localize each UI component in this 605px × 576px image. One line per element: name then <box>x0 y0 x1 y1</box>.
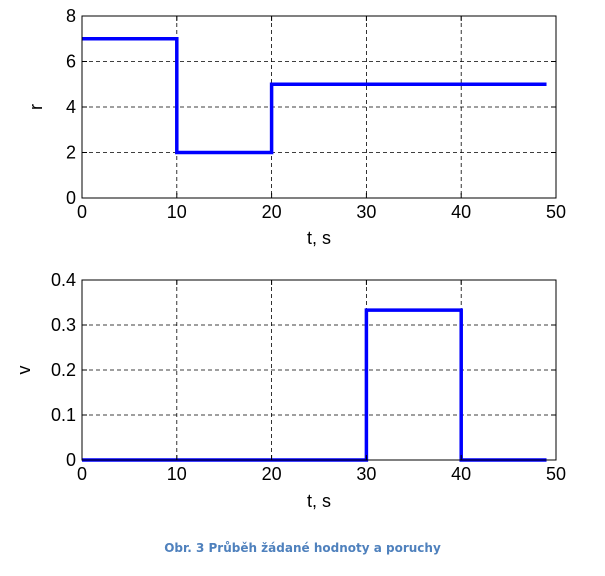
x-tick-label: 10 <box>167 202 187 222</box>
y-tick-label: 0 <box>66 450 76 470</box>
figure-caption: Obr. 3 Průběh žádané hodnoty a poruchy <box>164 541 441 555</box>
x-tick-label: 50 <box>546 464 566 484</box>
y-tick-label: 0.2 <box>51 360 76 380</box>
x-tick-label: 30 <box>356 464 376 484</box>
y-axis-label: r <box>26 104 46 110</box>
x-tick-label: 30 <box>356 202 376 222</box>
x-axis-label: t, s <box>307 491 331 511</box>
y-tick-label: 0 <box>66 188 76 208</box>
y-tick-label: 2 <box>66 143 76 163</box>
x-axis-label: t, s <box>307 228 331 248</box>
x-tick-label: 0 <box>77 202 87 222</box>
y-tick-label: 6 <box>66 52 76 72</box>
x-tick-label: 40 <box>451 464 471 484</box>
x-tick-label: 0 <box>77 464 87 484</box>
x-tick-label: 10 <box>167 464 187 484</box>
x-tick-label: 40 <box>451 202 471 222</box>
x-tick-label: 20 <box>262 464 282 484</box>
y-axis-label: v <box>14 366 34 375</box>
chart-disturbance: 0 10 20 30 40 50 0 0.1 0.2 0.3 0.4 t, s v <box>14 270 566 511</box>
y-tick-label: 4 <box>66 97 76 117</box>
y-tick-label: 0.4 <box>51 270 76 290</box>
y-tick-label: 8 <box>66 6 76 26</box>
series-line <box>82 37 547 155</box>
y-tick-label: 0.1 <box>51 405 76 425</box>
x-tick-label: 50 <box>546 202 566 222</box>
y-tick-label: 0.3 <box>51 315 76 335</box>
x-tick-label: 20 <box>262 202 282 222</box>
chart-setpoint: 0 10 20 30 40 50 0 2 4 6 8 t, s r <box>26 6 566 248</box>
